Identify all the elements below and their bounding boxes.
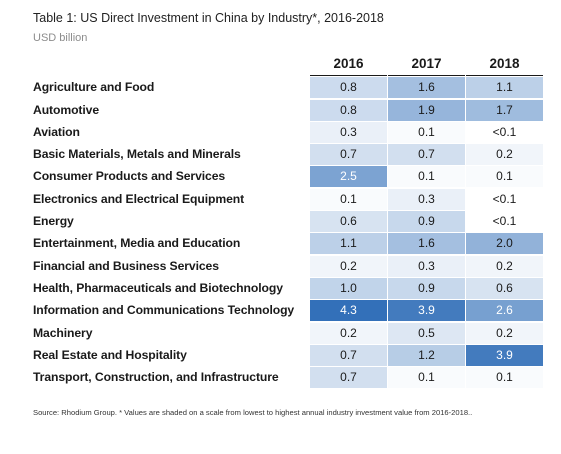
row-label: Financial and Business Services <box>33 258 219 273</box>
heatmap-cell: 0.3 <box>388 255 465 277</box>
heatmap-cell: 1.9 <box>388 99 465 121</box>
heatmap-cell: 2.5 <box>310 166 387 188</box>
heatmap-cell: 0.8 <box>310 99 387 121</box>
heatmap-cell: 0.1 <box>466 367 543 389</box>
row-label: Consumer Products and Services <box>33 169 226 184</box>
row-label: Aviation <box>33 124 80 139</box>
row-label: Information and Communications Technolog… <box>33 303 295 318</box>
heatmap-cell: 0.7 <box>310 344 387 366</box>
heatmap-cell: 0.9 <box>388 277 465 299</box>
heatmap-cell: <0.1 <box>466 121 543 143</box>
heatmap-cell: 0.1 <box>310 188 387 210</box>
heatmap-cell: <0.1 <box>466 188 543 210</box>
heatmap-cell: 1.1 <box>466 77 543 99</box>
column-header: 2018 <box>466 53 543 76</box>
heatmap-cell: 0.6 <box>466 277 543 299</box>
heatmap-cell: 0.1 <box>388 367 465 389</box>
heatmap-cell: 1.6 <box>388 77 465 99</box>
heatmap-cell: 0.7 <box>310 144 387 166</box>
heatmap-cell: 0.2 <box>310 322 387 344</box>
heatmap-cell: 0.3 <box>388 188 465 210</box>
heatmap-cell: <0.1 <box>466 211 543 233</box>
column-header: 2016 <box>310 53 387 76</box>
row-label: Health, Pharmaceuticals and Biotechnolog… <box>33 280 283 295</box>
row-label: Energy <box>33 214 74 229</box>
row-label: Entertainment, Media and Education <box>33 236 241 251</box>
row-label: Automotive <box>33 102 100 117</box>
row-label: Agriculture and Food <box>33 80 155 95</box>
heatmap-cell: 1.7 <box>466 99 543 121</box>
heatmap-cell: 0.2 <box>310 255 387 277</box>
table-title: Table 1: US Direct Investment in China b… <box>33 11 384 25</box>
heatmap-cell: 0.8 <box>310 77 387 99</box>
row-label: Basic Materials, Metals and Minerals <box>33 147 241 162</box>
heatmap-cell: 0.9 <box>388 211 465 233</box>
heatmap-cell: 2.0 <box>466 233 543 255</box>
heatmap-cell: 1.1 <box>310 233 387 255</box>
heatmap-cell: 0.6 <box>310 211 387 233</box>
heatmap-cell: 3.9 <box>388 300 465 322</box>
unit-label: USD billion <box>33 32 88 44</box>
heatmap-cell: 0.1 <box>466 166 543 188</box>
heatmap-cell: 0.7 <box>388 144 465 166</box>
header-blank <box>33 53 309 75</box>
heatmap-cell: 3.9 <box>466 344 543 366</box>
heatmap-cell: 2.6 <box>466 300 543 322</box>
source-note: Source: Rhodium Group. * Values are shad… <box>33 408 473 417</box>
heatmap-cell: 0.5 <box>388 322 465 344</box>
heatmap-cell: 1.2 <box>388 344 465 366</box>
row-label: Real Estate and Hospitality <box>33 347 187 362</box>
heatmap-cell: 0.1 <box>388 166 465 188</box>
row-label: Electronics and Electrical Equipment <box>33 191 245 206</box>
heatmap-cell: 0.2 <box>466 144 543 166</box>
heatmap-cell: 1.0 <box>310 277 387 299</box>
column-header: 2017 <box>388 53 465 76</box>
row-label: Machinery <box>33 325 93 340</box>
row-label: Transport, Construction, and Infrastruct… <box>33 370 279 385</box>
heatmap-cell: 0.2 <box>466 255 543 277</box>
heatmap-cell: 4.3 <box>310 300 387 322</box>
heatmap-cell: 0.3 <box>310 121 387 143</box>
heatmap-cell: 0.2 <box>466 322 543 344</box>
heatmap-cell: 0.7 <box>310 367 387 389</box>
heatmap-cell: 0.1 <box>388 121 465 143</box>
heatmap-cell: 1.6 <box>388 233 465 255</box>
heatmap-table: 2016 2017 2018 Agriculture and Food 0.8 1.6 1.… <box>33 53 543 389</box>
